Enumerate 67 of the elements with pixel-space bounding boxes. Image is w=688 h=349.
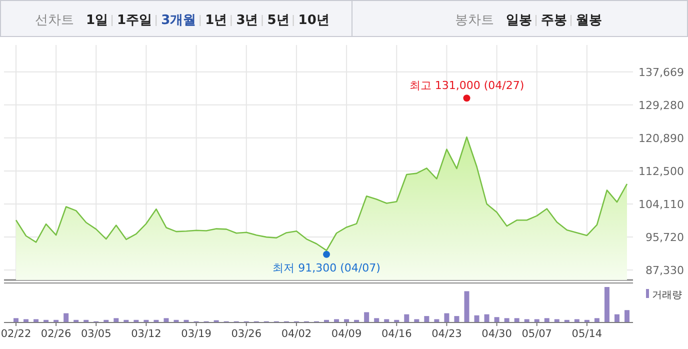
- x-tick-label: 04/09: [331, 328, 362, 340]
- x-tick-label: 05/14: [572, 328, 602, 340]
- bar: [534, 319, 540, 322]
- text: 5년: [267, 13, 290, 28]
- bar: [24, 319, 29, 322]
- text: 주봉: [541, 13, 567, 28]
- x-tick-label: 03/12: [131, 328, 162, 340]
- bar: [474, 315, 480, 322]
- bar: [404, 314, 410, 322]
- bar: [604, 287, 610, 322]
- bar: [574, 319, 580, 322]
- x-tick-label: 05/07: [522, 328, 552, 340]
- bar: [364, 312, 370, 322]
- bar: [614, 314, 620, 322]
- x-tick-label: 02/22: [0, 328, 32, 340]
- y-tick-label: 120,890: [638, 132, 684, 145]
- bar: [424, 316, 430, 322]
- y-tick-label: 87,330: [646, 264, 684, 278]
- bar: [414, 319, 420, 322]
- x-tick-label: 04/02: [281, 328, 312, 340]
- bar: [164, 318, 169, 322]
- y-tick-label: 129,280: [638, 98, 684, 112]
- y-tick-label: 137,669: [638, 66, 684, 79]
- y-tick-label: 112,500: [638, 164, 684, 178]
- text: 선차트: [35, 13, 74, 28]
- bar: [334, 319, 340, 322]
- text: 월봉: [576, 13, 602, 28]
- text: 봉차트: [455, 13, 494, 28]
- bar: [14, 318, 18, 322]
- bar: [114, 318, 119, 322]
- bar: [384, 319, 390, 322]
- bar: [504, 318, 510, 322]
- x-tick-label: 03/19: [181, 328, 212, 340]
- text: 3년: [236, 13, 258, 28]
- bar: [464, 291, 470, 322]
- x-tick-label: 02/26: [40, 328, 72, 340]
- bar: [514, 318, 520, 322]
- x-tick-label: 04/30: [482, 328, 512, 340]
- x-tick-label: 04/16: [381, 328, 412, 340]
- text: 1년: [205, 13, 228, 28]
- text: 3개월: [161, 13, 196, 28]
- text: 일봉: [506, 13, 532, 28]
- bar: [344, 319, 350, 322]
- bar: [34, 319, 39, 322]
- annotation: 최고 131,000 (04/27): [409, 79, 524, 92]
- x-tick-label: 04/23: [432, 328, 462, 340]
- text: 1일: [86, 13, 108, 28]
- bar: [444, 313, 450, 322]
- x-tick-label: 03/05: [81, 328, 112, 340]
- y-tick-label: 104,110: [638, 198, 684, 211]
- bar: [434, 319, 440, 322]
- bar: [594, 318, 600, 322]
- bar: [554, 319, 560, 322]
- text: 1주일: [117, 13, 152, 28]
- bar: [494, 317, 500, 322]
- text: 10년: [298, 13, 330, 28]
- bar: [544, 318, 550, 322]
- bar: [454, 316, 460, 322]
- bar: [64, 313, 69, 322]
- annotation: 최저 91,300 (04/07): [272, 261, 380, 274]
- bar: [374, 318, 380, 322]
- bar: [484, 314, 490, 322]
- bar: [624, 310, 630, 322]
- legend-label: 거래량: [652, 290, 682, 301]
- bar: [524, 319, 530, 322]
- y-tick-label: 95,720: [646, 230, 684, 244]
- x-tick-label: 03/26: [231, 328, 262, 340]
